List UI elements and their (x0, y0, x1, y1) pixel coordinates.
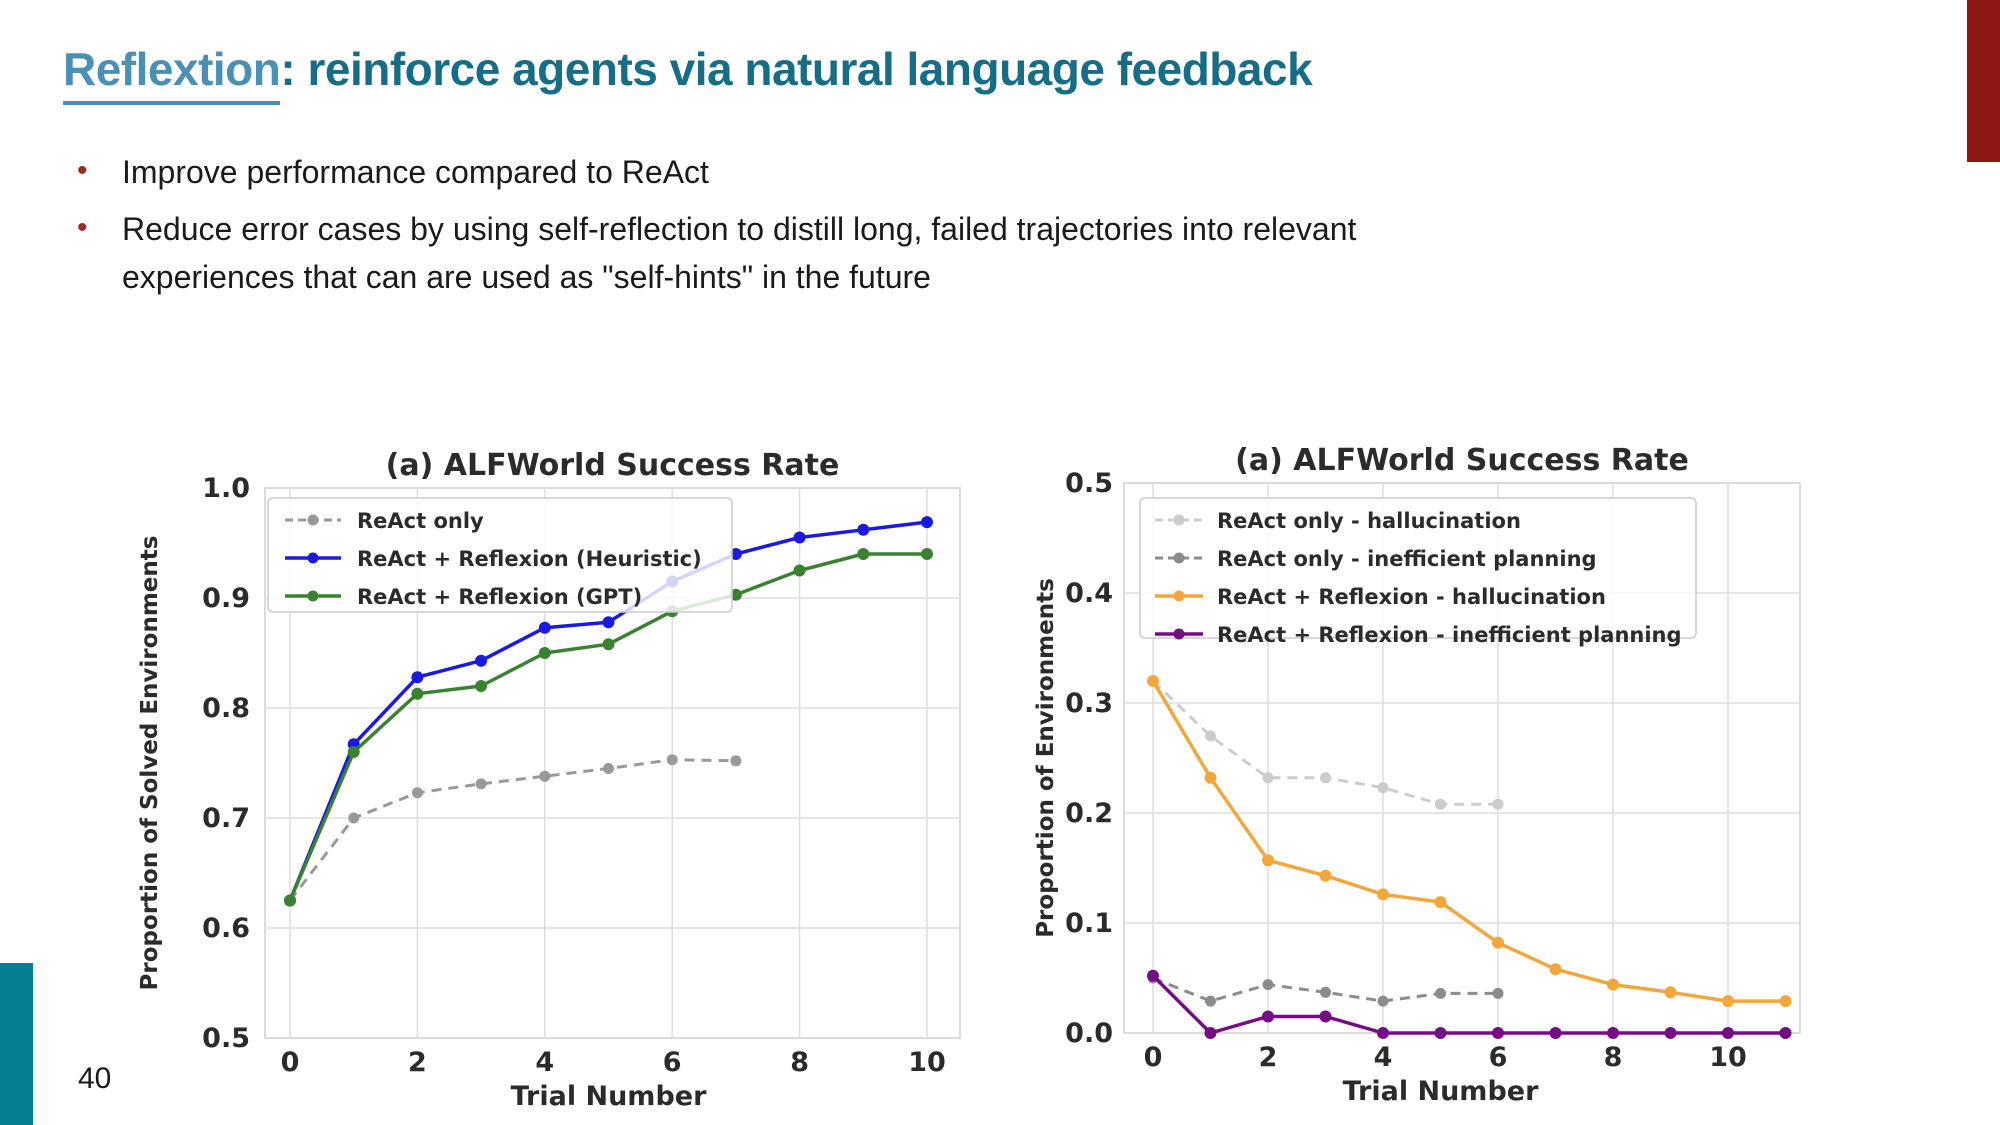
svg-text:0.9: 0.9 (202, 583, 250, 614)
title-highlight-word: Reflextion (63, 42, 281, 105)
svg-text:4: 4 (535, 1047, 554, 1078)
svg-text:6: 6 (663, 1047, 682, 1078)
svg-text:(a) ALFWorld Success Rate: (a) ALFWorld Success Rate (386, 448, 840, 483)
bullet-dot-icon: • (77, 154, 88, 187)
alfworld-success-rate-chart-left: 0 2 4 6 8 10 0.5 0.6 0.7 0.8 0.9 1.0 Trial Number Pro… (137, 448, 961, 1112)
bullet-text: Improve performance compared to ReAct (122, 154, 709, 190)
list-item: • Improve performance compared to ReAct (75, 148, 1405, 196)
svg-text:0.6: 0.6 (202, 913, 250, 944)
svg-text:1.0: 1.0 (202, 473, 250, 504)
svg-text:0.5: 0.5 (1065, 468, 1113, 499)
svg-text:0.4: 0.4 (1065, 578, 1113, 609)
svg-text:ReAct + Reflexion - inefficien: ReAct + Reflexion - inefficient planning (1217, 623, 1682, 647)
list-item: • Reduce error cases by using self-refle… (75, 205, 1405, 301)
svg-text:0.8: 0.8 (202, 693, 250, 724)
svg-text:0.5: 0.5 (202, 1023, 250, 1054)
svg-text:Trial Number: Trial Number (1343, 1076, 1539, 1107)
svg-text:Trial Number: Trial Number (511, 1081, 707, 1112)
svg-text:8: 8 (790, 1047, 809, 1078)
svg-text:0: 0 (281, 1047, 300, 1078)
svg-text:2: 2 (1259, 1042, 1278, 1073)
svg-text:ReAct only - hallucination: ReAct only - hallucination (1217, 509, 1521, 533)
svg-text:10: 10 (908, 1047, 946, 1078)
svg-text:0.7: 0.7 (202, 803, 250, 834)
bullet-text: Reduce error cases by using self-reflect… (122, 211, 1357, 295)
svg-text:2: 2 (408, 1047, 427, 1078)
top-right-accent-bar (1967, 0, 2000, 162)
svg-text:0.1: 0.1 (1065, 908, 1113, 939)
svg-text:0.2: 0.2 (1065, 798, 1113, 829)
alfworld-error-types-chart-right: 0 2 4 6 8 10 0.0 0.1 0.2 0.3 0.4 0.5 Trial Number Pro… (1035, 445, 1801, 1107)
svg-text:0: 0 (1144, 1042, 1163, 1073)
bullet-list: • Improve performance compared to ReAct … (75, 148, 1405, 310)
svg-text:ReAct + Reflexion (Heuristic): ReAct + Reflexion (Heuristic) (357, 547, 702, 571)
svg-text:ReAct only: ReAct only (357, 509, 484, 533)
title-rest-text: : reinforce agents via natural language … (280, 43, 1313, 95)
svg-text:0.3: 0.3 (1065, 688, 1113, 719)
svg-text:Proportion of Environments: Proportion of Environments (1035, 578, 1059, 938)
svg-text:ReAct + Reflexion - hallucinat: ReAct + Reflexion - hallucination (1217, 585, 1606, 609)
svg-text:0.0: 0.0 (1065, 1018, 1113, 1049)
svg-text:ReAct + Reflexion (GPT): ReAct + Reflexion (GPT) (357, 585, 642, 609)
bottom-left-accent-bar (0, 963, 33, 1125)
svg-text:6: 6 (1489, 1042, 1508, 1073)
page-number: 40 (78, 1062, 112, 1095)
svg-text:10: 10 (1709, 1042, 1747, 1073)
svg-text:ReAct only - inefficient plann: ReAct only - inefficient planning (1217, 547, 1597, 571)
svg-text:4: 4 (1374, 1042, 1393, 1073)
bullet-dot-icon: • (77, 211, 88, 244)
svg-text:Proportion of Solved Environme: Proportion of Solved Environments (137, 536, 163, 991)
page-title: Reflextion: reinforce agents via natural… (63, 42, 1313, 105)
svg-text:8: 8 (1604, 1042, 1623, 1073)
svg-text:(a) ALFWorld Success Rate: (a) ALFWorld Success Rate (1235, 445, 1689, 478)
